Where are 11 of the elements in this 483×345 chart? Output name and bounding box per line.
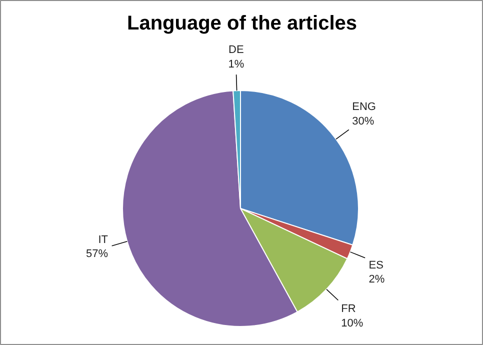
slice-label: ENG — [352, 100, 376, 113]
data-label: 1% — [228, 58, 244, 71]
data-label: 10% — [341, 317, 364, 330]
data-label: 30% — [352, 115, 374, 128]
slice-label: ES — [368, 259, 384, 272]
chart-title: Language of the articles — [126, 12, 358, 34]
data-label: 57% — [86, 248, 108, 260]
slice-label: FR — [341, 302, 356, 315]
slice-label: DE — [228, 44, 244, 56]
slice-label: IT — [98, 234, 108, 246]
data-label: 2% — [368, 274, 385, 286]
